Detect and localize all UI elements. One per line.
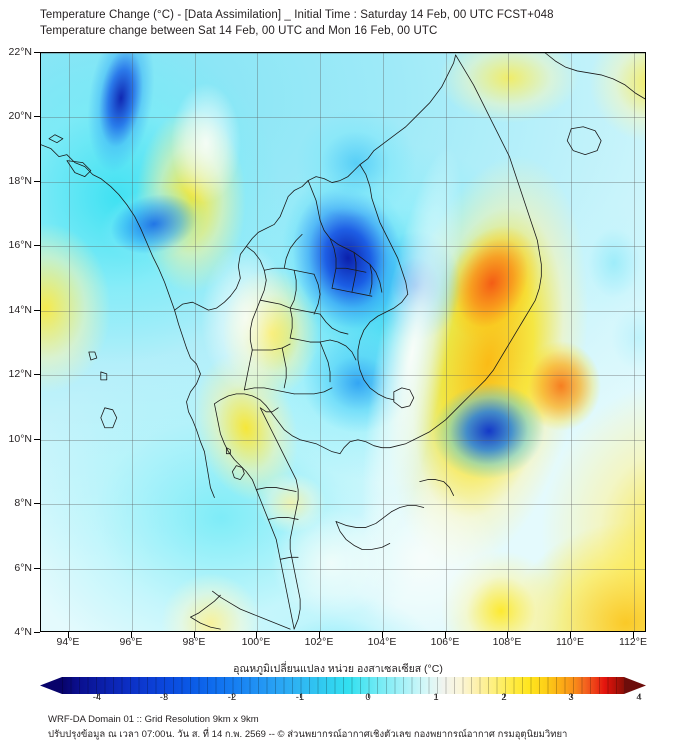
colorbar-tick-label: -3 (159, 692, 169, 703)
colorbar-over-arrow (624, 677, 646, 694)
colorbar-tick-label: -4 (92, 692, 102, 703)
x-tick-label: 104°E (367, 636, 397, 648)
colorbar-under-arrow (40, 677, 62, 694)
page-title: Temperature Change (°C) - [Data Assimila… (40, 9, 554, 21)
x-tick-label: 96°E (119, 636, 143, 648)
title-block: Temperature Change (°C) - [Data Assimila… (40, 7, 660, 39)
colorbar-gradient (62, 677, 624, 694)
colorbar-tick-label: 2 (501, 692, 507, 703)
x-tick-label: 98°E (182, 636, 206, 648)
y-tick-label: 10°N (8, 433, 32, 445)
colorbar-tick-label: 3 (568, 692, 574, 703)
field-neutral-band-peninsula (271, 508, 391, 618)
colorbar[interactable] (40, 677, 646, 694)
colorbar-tick-label: 1 (433, 692, 439, 703)
x-tick-label: 102°E (304, 636, 334, 648)
y-tick-label: 14°N (8, 304, 32, 316)
colorbar-body (62, 677, 624, 694)
colorbar-tick-label: 4 (636, 692, 642, 703)
temperature-field (41, 53, 645, 631)
y-tick-label: 20°N (8, 110, 32, 122)
y-tick-label: 22°N (8, 46, 32, 58)
colorbar-tick-label: -2 (227, 692, 237, 703)
colorbar-tick-label: -1 (295, 692, 305, 703)
field-warm-north-edge (439, 53, 579, 123)
y-tick-label: 4°N (14, 626, 32, 638)
y-tick-label: 8°N (14, 497, 32, 509)
field-neutral-band-myanmar (171, 83, 241, 203)
colorbar-label: อุณหภูมิเปลี่ยนแปลง หน่วย องสาเซลเซียส (… (233, 663, 443, 675)
y-tick-label: 16°N (8, 239, 32, 251)
footer-domain-info: WRF-DA Domain 01 :: Grid Resolution 9km … (48, 714, 259, 725)
x-tick-label: 112°E (619, 636, 647, 648)
page-subtitle: Temperature change between Sat 14 Feb, 0… (40, 25, 438, 37)
colorbar-segment-dividers (62, 677, 624, 694)
coastline-and-border-overlay (41, 53, 645, 630)
x-tick-label: 108°E (492, 636, 522, 648)
x-tick-label: 94°E (56, 636, 80, 648)
footer-block: WRF-DA Domain 01 :: Grid Resolution 9km … (48, 712, 668, 742)
footer-credit: ปรับปรุงข้อมูล ณ เวลา 07:00น. วัน ส. ที่… (48, 729, 568, 740)
y-tick-label: 6°N (14, 562, 32, 574)
x-tick-label: 106°E (430, 636, 460, 648)
y-tick-label: 18°N (8, 175, 32, 187)
x-tick-label: 100°E (241, 636, 271, 648)
colorbar-tick-label: 0 (365, 692, 371, 703)
y-tick-label: 12°N (8, 368, 32, 380)
x-tick-label: 110°E (556, 636, 584, 648)
temperature-change-map[interactable] (40, 52, 646, 632)
